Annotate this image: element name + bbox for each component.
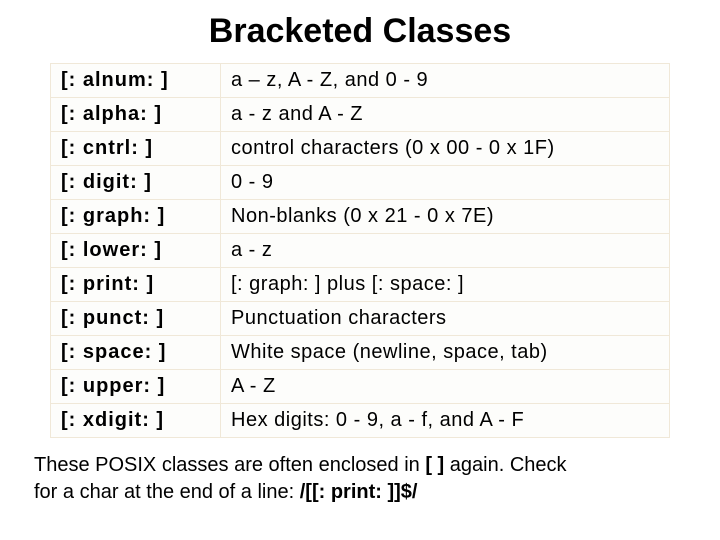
footer-bracket-bold: [ ] <box>425 454 444 476</box>
class-name-cell: [: punct: ] <box>51 302 221 336</box>
class-desc-cell: Punctuation characters <box>221 302 670 336</box>
table-row: [: upper: ]A - Z <box>51 370 670 404</box>
class-desc-cell: Non-blanks (0 x 21 - 0 x 7E) <box>221 200 670 234</box>
class-name-cell: [: xdigit: ] <box>51 404 221 438</box>
class-name-cell: [: space: ] <box>51 336 221 370</box>
class-desc-cell: a - z <box>221 234 670 268</box>
footer-regex-bold: /[[: print: ]]$/ <box>300 481 418 503</box>
table-row: [: digit: ]0 - 9 <box>51 166 670 200</box>
table-row: [: print: ][: graph: ] plus [: space: ] <box>51 268 670 302</box>
class-desc-cell: Hex digits: 0 - 9, a - f, and A - F <box>221 404 670 438</box>
class-desc-cell: a - z and A - Z <box>221 98 670 132</box>
class-desc-cell: control characters (0 x 00 - 0 x 1F) <box>221 132 670 166</box>
table-row: [: cntrl: ]control characters (0 x 00 - … <box>51 132 670 166</box>
page-title: Bracketed Classes <box>30 12 690 51</box>
class-name-cell: [: cntrl: ] <box>51 132 221 166</box>
table-body: [: alnum: ]a – z, A - Z, and 0 - 9 [: al… <box>51 64 670 438</box>
class-name-cell: [: digit: ] <box>51 166 221 200</box>
class-name-cell: [: upper: ] <box>51 370 221 404</box>
class-name-cell: [: graph: ] <box>51 200 221 234</box>
table-row: [: alnum: ]a – z, A - Z, and 0 - 9 <box>51 64 670 98</box>
class-name-cell: [: alpha: ] <box>51 98 221 132</box>
table-row: [: space: ]White space (newline, space, … <box>51 336 670 370</box>
class-name-cell: [: alnum: ] <box>51 64 221 98</box>
footer-text: for a char at the end of a line: <box>34 481 300 503</box>
table-row: [: xdigit: ]Hex digits: 0 - 9, a - f, an… <box>51 404 670 438</box>
class-name-cell: [: print: ] <box>51 268 221 302</box>
table-row: [: punct: ]Punctuation characters <box>51 302 670 336</box>
footer-text: again. Check <box>444 454 566 476</box>
table-row: [: lower: ]a - z <box>51 234 670 268</box>
class-desc-cell: a – z, A - Z, and 0 - 9 <box>221 64 670 98</box>
class-desc-cell: A - Z <box>221 370 670 404</box>
posix-classes-table: [: alnum: ]a – z, A - Z, and 0 - 9 [: al… <box>50 63 670 438</box>
footer-note: These POSIX classes are often enclosed i… <box>30 452 690 506</box>
class-name-cell: [: lower: ] <box>51 234 221 268</box>
footer-text: These POSIX classes are often enclosed i… <box>34 454 425 476</box>
class-desc-cell: 0 - 9 <box>221 166 670 200</box>
class-desc-cell: [: graph: ] plus [: space: ] <box>221 268 670 302</box>
table-row: [: graph: ]Non-blanks (0 x 21 - 0 x 7E) <box>51 200 670 234</box>
table-row: [: alpha: ]a - z and A - Z <box>51 98 670 132</box>
class-desc-cell: White space (newline, space, tab) <box>221 336 670 370</box>
